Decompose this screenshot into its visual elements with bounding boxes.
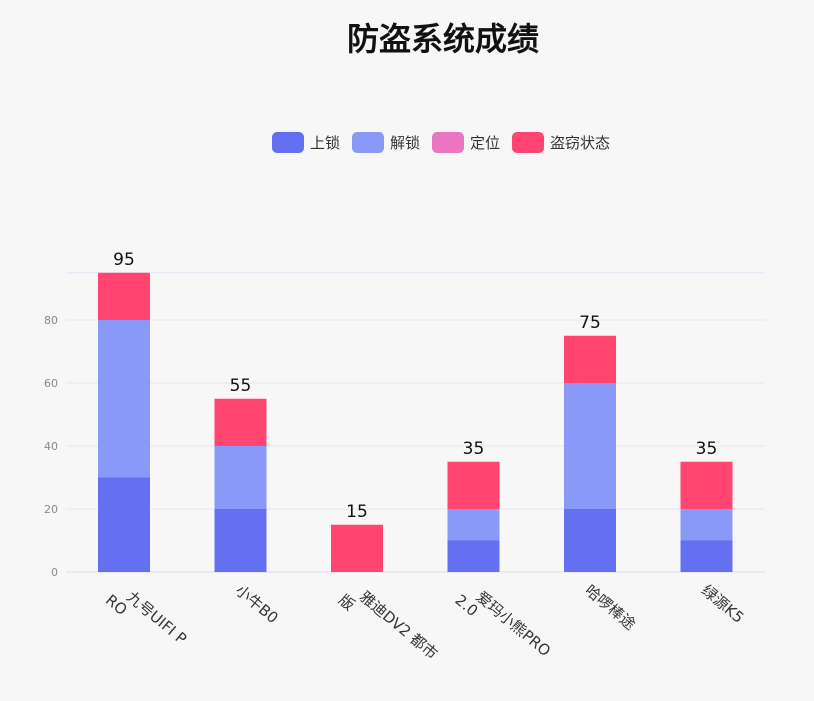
legend-swatch	[272, 132, 304, 153]
bar-segment[interactable]	[214, 446, 267, 509]
x-tick-label-line: 九号UIFI P	[123, 588, 190, 648]
x-tick-label: 哈啰棒途	[581, 581, 639, 633]
bar-segment[interactable]	[98, 272, 150, 320]
bars	[98, 272, 733, 573]
bar-segment[interactable]	[680, 509, 733, 541]
data-label: 75	[579, 313, 601, 333]
bar-segment[interactable]	[680, 461, 733, 509]
y-tick-label: 20	[44, 503, 58, 516]
x-tick-label-line: 绿源K5	[698, 581, 747, 627]
x-tick-label-line: 爱玛小熊PRO	[473, 588, 554, 660]
legend-swatch	[512, 132, 544, 153]
bar-segment[interactable]	[564, 383, 616, 509]
y-axis: 0 20 40 60 80	[44, 314, 765, 579]
data-label: 35	[696, 439, 718, 459]
x-tick-label: 2.0爱玛小熊PRO	[452, 579, 555, 673]
x-tick-label: 小牛B0	[232, 581, 282, 627]
legend-label: 解锁	[390, 134, 420, 152]
x-tick-label-line: 哈啰棒途	[581, 581, 639, 633]
bar-segment[interactable]	[447, 461, 500, 509]
x-tick-label: RO九号UIFI P	[102, 579, 190, 661]
data-label: 15	[346, 502, 368, 522]
chart-title: 防盗系统成绩	[347, 20, 539, 58]
legend-label: 盗窃状态	[550, 134, 610, 152]
legend-item[interactable]: 盗窃状态	[512, 132, 610, 153]
legend: 上锁 解锁 定位 盗窃状态	[272, 132, 610, 153]
legend-label: 上锁	[310, 134, 340, 152]
legend-item[interactable]: 上锁	[272, 132, 340, 153]
data-label: 35	[463, 439, 485, 459]
y-tick-label: 40	[44, 440, 58, 453]
x-tick-label: 绿源K5	[698, 581, 747, 627]
grid-lines	[66, 272, 765, 573]
x-tick-label-line: 雅迪DV2 都市	[356, 588, 441, 663]
bar-segment[interactable]	[564, 335, 616, 383]
x-tick-label-line: RO	[102, 591, 131, 619]
legend-item[interactable]: 定位	[432, 132, 500, 153]
legend-item[interactable]: 解锁	[352, 132, 420, 153]
y-tick-label: 0	[51, 566, 58, 579]
bar-segment[interactable]	[680, 540, 733, 573]
bar-segment[interactable]	[447, 509, 500, 541]
bar-segment[interactable]	[214, 398, 267, 446]
bar-segment[interactable]	[447, 540, 500, 573]
legend-swatch	[352, 132, 384, 153]
bar-segment[interactable]	[98, 320, 150, 478]
x-tick-label-line: 版	[335, 591, 358, 614]
data-label: 55	[230, 376, 252, 396]
x-tick-label-line: 小牛B0	[232, 581, 282, 627]
y-tick-label: 60	[44, 377, 58, 390]
x-tick-label: 版雅迪DV2 都市	[335, 579, 441, 676]
bar-segment[interactable]	[214, 509, 267, 572]
legend-label: 定位	[470, 134, 500, 152]
bar-segment[interactable]	[98, 477, 150, 573]
bar-segment[interactable]	[564, 509, 616, 572]
total-labels: 95 55 15 35 75 35	[113, 250, 717, 522]
y-tick-label: 80	[44, 314, 58, 327]
data-label: 95	[113, 250, 135, 270]
legend-swatch	[432, 132, 464, 153]
x-axis: RO九号UIFI P 小牛B0 版雅迪DV2 都市 2.0爱玛小熊PRO 哈啰棒途 绿源K…	[102, 579, 747, 676]
bar-segment[interactable]	[331, 524, 383, 572]
